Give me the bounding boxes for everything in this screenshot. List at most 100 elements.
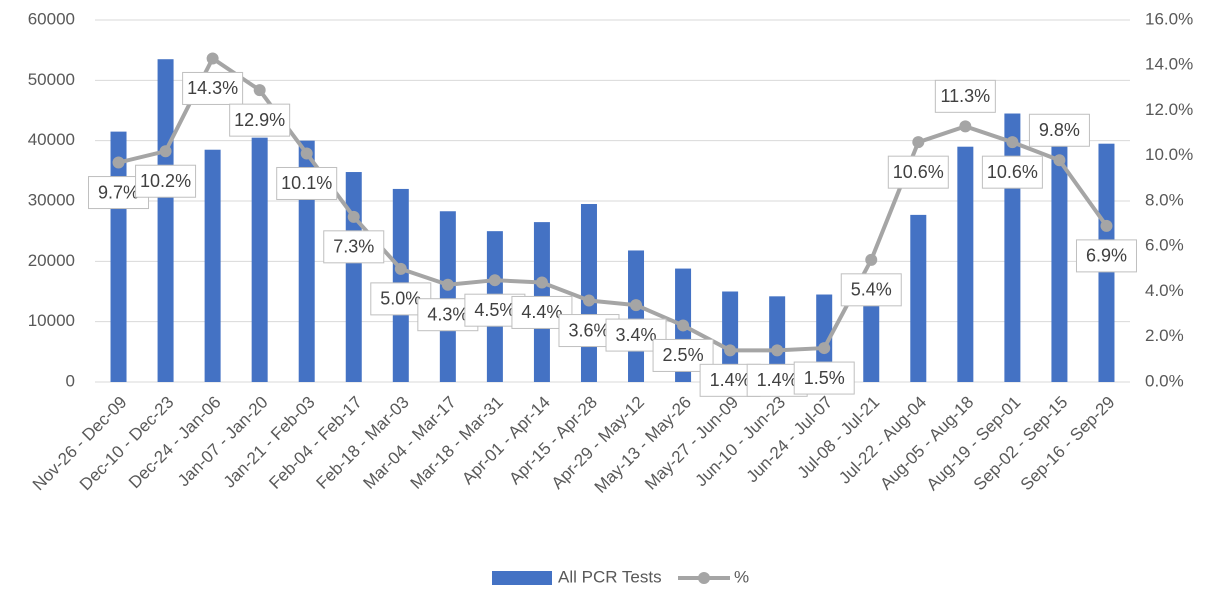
data-label-box [229, 103, 291, 137]
y2-tick-label: 4.0% [1145, 281, 1184, 300]
data-label-box [934, 79, 996, 113]
bar [439, 211, 456, 382]
data-label: 5.4% [840, 273, 902, 307]
line-marker [771, 344, 784, 357]
data-label: 14.3% [182, 71, 244, 105]
data-label: 7.3% [323, 230, 385, 264]
data-label-box [1028, 113, 1090, 147]
bar [1004, 113, 1021, 383]
data-label-text: 10.6% [893, 162, 944, 182]
y2-tick-label: 14.0% [1145, 55, 1193, 74]
line-marker [865, 253, 878, 266]
line-marker [959, 120, 972, 133]
data-label-box [323, 230, 385, 264]
line-marker [535, 276, 548, 289]
y2-tick-label: 12.0% [1145, 100, 1193, 119]
line-marker [159, 145, 172, 158]
bar [957, 146, 974, 382]
data-label-text: 1.4% [757, 370, 798, 390]
data-label-box [182, 71, 244, 105]
data-label: 10.2% [135, 164, 197, 198]
y2-tick-label: 10.0% [1145, 145, 1193, 164]
line-marker [488, 274, 501, 287]
data-label-box [840, 273, 902, 307]
data-label: 10.1% [276, 166, 338, 200]
legend-label: All PCR Tests [558, 567, 662, 586]
data-label: 10.6% [981, 155, 1043, 189]
bar [580, 204, 597, 382]
data-label-text: 9.8% [1039, 120, 1080, 140]
y-tick-label: 60000 [28, 9, 75, 28]
data-label: 9.8% [1028, 113, 1090, 147]
data-label: 1.5% [793, 361, 855, 395]
data-label-text: 3.6% [568, 320, 609, 340]
data-label-text: 10.6% [987, 162, 1038, 182]
legend-label: % [734, 567, 749, 586]
line-marker [112, 156, 125, 169]
line-marker [1006, 136, 1019, 149]
data-label-text: 12.9% [234, 110, 285, 130]
data-label-text: 4.3% [427, 304, 468, 324]
line-marker [1100, 219, 1113, 232]
y-tick-label: 40000 [28, 130, 75, 149]
line-marker [818, 342, 831, 355]
y-tick-label: 30000 [28, 190, 75, 209]
data-label-text: 4.4% [521, 302, 562, 322]
data-label: 10.6% [887, 155, 949, 189]
data-label: 11.3% [934, 79, 996, 113]
bar [910, 214, 927, 382]
data-label-text: 7.3% [333, 237, 374, 257]
data-label-text: 14.3% [187, 78, 238, 98]
data-label-text: 5.4% [851, 280, 892, 300]
data-label-box [605, 318, 667, 352]
y2-tick-label: 16.0% [1145, 9, 1193, 28]
data-label: 6.9% [1075, 239, 1137, 273]
line-marker [253, 84, 266, 97]
line-marker [394, 262, 407, 275]
data-label-box [1075, 239, 1137, 273]
data-label-text: 10.2% [140, 171, 191, 191]
data-label-text: 4.5% [474, 300, 515, 320]
data-label-text: 2.5% [663, 345, 704, 365]
y2-tick-label: 6.0% [1145, 236, 1184, 255]
y-tick-label: 20000 [28, 251, 75, 270]
data-label-box [887, 155, 949, 189]
line-marker [677, 319, 690, 332]
line-marker [300, 147, 313, 160]
y2-tick-label: 2.0% [1145, 326, 1184, 345]
line-marker [441, 278, 454, 291]
line-marker [1053, 154, 1066, 167]
y-tick-label: 10000 [28, 311, 75, 330]
legend-swatch [698, 572, 710, 584]
data-label-box [276, 166, 338, 200]
bar [298, 140, 315, 382]
bar [863, 303, 880, 382]
bar [628, 250, 645, 382]
bar [769, 296, 786, 382]
data-label-text: 5.0% [380, 289, 421, 309]
bar [157, 59, 174, 382]
bar [251, 137, 268, 382]
data-label-text: 10.1% [281, 173, 332, 193]
line-marker [630, 299, 643, 312]
line-marker [582, 294, 595, 307]
bar [345, 172, 362, 382]
data-label: 3.4% [605, 318, 667, 352]
data-label-box [135, 164, 197, 198]
line-marker [912, 136, 925, 149]
data-label-box [793, 361, 855, 395]
data-label-text: 1.5% [804, 368, 845, 388]
data-label: 4.4% [511, 295, 573, 329]
y2-tick-label: 0.0% [1145, 371, 1184, 390]
legend-swatch [492, 571, 552, 585]
bar [1051, 135, 1068, 382]
bar [110, 131, 127, 382]
data-label-text: 1.4% [710, 370, 751, 390]
data-label-text: 11.3% [940, 86, 990, 106]
bar [204, 149, 221, 382]
line-marker [347, 210, 360, 223]
bar [722, 291, 739, 382]
data-label: 12.9% [229, 103, 291, 137]
line-marker [724, 344, 737, 357]
